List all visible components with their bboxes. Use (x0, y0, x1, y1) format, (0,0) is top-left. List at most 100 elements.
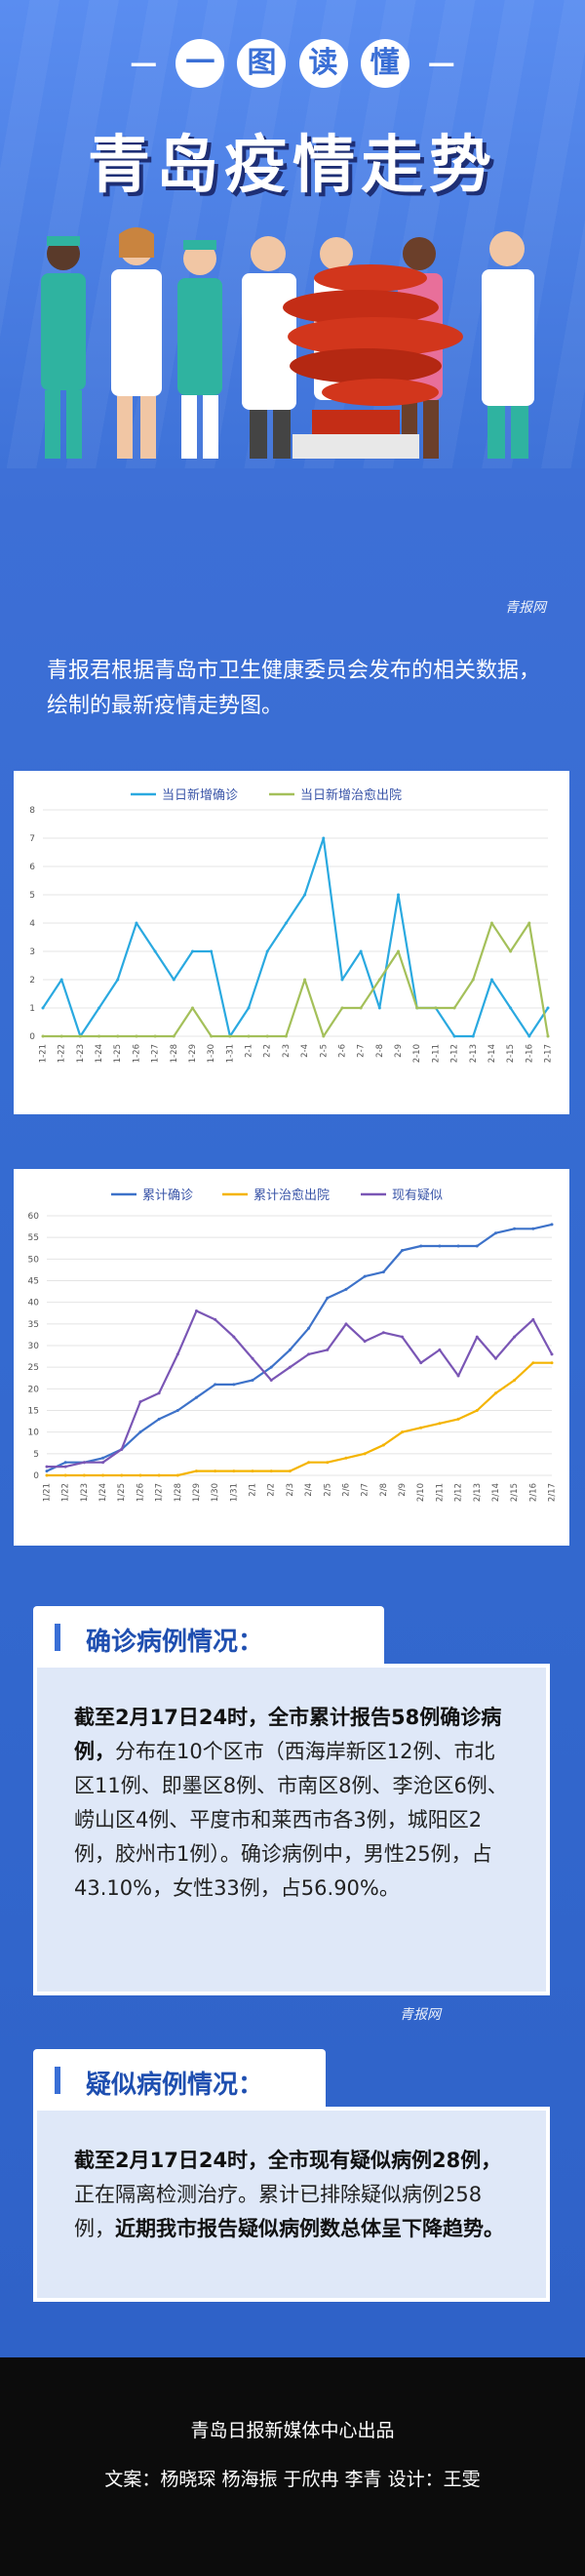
data-point (41, 1034, 45, 1038)
x-tick-label: 2/15 (510, 1483, 520, 1502)
data-point (172, 1034, 176, 1038)
data-point (340, 1006, 344, 1010)
data-point (493, 1231, 497, 1235)
data-point (438, 1422, 442, 1426)
data-point (322, 836, 326, 840)
y-tick-label: 55 (28, 1233, 39, 1243)
series-line (43, 921, 550, 1038)
staff-figure (177, 240, 222, 459)
y-tick-label: 40 (28, 1299, 40, 1308)
x-tick-label: 2-11 (431, 1044, 441, 1063)
data-point (153, 949, 157, 953)
x-tick-label: 2/5 (323, 1483, 332, 1497)
x-tick-label: 2/11 (435, 1483, 445, 1502)
data-point (265, 1034, 269, 1038)
intro-text: 青报君根据青岛市卫生健康委员会发布的相关数据，绘制的最新疫情走势图。 (47, 659, 541, 718)
legend-label: 累计确诊 (142, 1188, 193, 1203)
daily-chart-card: 0 1 2 3 4 5 6 7 8 1-21 1-22 1-23 1-24 1-25 1-26 1-27 1-2… (14, 771, 569, 1114)
may-wind-sculpture (283, 264, 463, 459)
x-tick-label: 2-5 (319, 1044, 329, 1058)
data-point (434, 1006, 438, 1010)
y-tick-label: 0 (29, 1032, 35, 1042)
data-point (550, 1352, 554, 1356)
confirmed-text: 分布在10个区市（西海岸新区12例、市北区11例、即墨区8例、市南区8例、李沧区… (74, 1740, 508, 1900)
data-point (344, 1287, 348, 1291)
x-tick-label: 1-29 (188, 1044, 198, 1063)
data-point (101, 1456, 105, 1460)
y-tick-label: 5 (33, 1450, 39, 1460)
data-point (340, 978, 344, 982)
daily-line-chart: 0 1 2 3 4 5 6 7 8 1-21 1-22 1-23 1-24 1-25 1-26 1-27 1-2… (29, 787, 553, 1063)
data-point (452, 1034, 456, 1038)
data-point (176, 1409, 179, 1412)
confirmed-lead: 截至2月17日24时，全市累计报告58例确诊病例， (74, 1706, 502, 1763)
x-tick-label: 2/1 (249, 1483, 258, 1497)
data-point (546, 1034, 550, 1038)
y-tick-label: 5 (29, 891, 35, 901)
suspected-text: 正在隔离检测治疗。累计已排除疑似病例258例， (74, 2183, 483, 2240)
suspected-section-tab: 疑似病例情况： (33, 2049, 326, 2110)
x-tick-label: 1-27 (151, 1044, 161, 1063)
y-tick-label: 4 (29, 919, 35, 929)
confirmed-section-tab: 确诊病例情况： (33, 1606, 384, 1667)
data-point (176, 1352, 179, 1356)
suspected-section-body: 截至2月17日24时，全市现有疑似病例28例， 正在隔离检测治疗。累计已排除疑似病… (33, 2107, 550, 2302)
data-point (176, 1473, 179, 1477)
kicker-char: 读 (298, 39, 348, 88)
medical-staff-illustration (41, 227, 534, 459)
x-tick-label: 2-3 (282, 1044, 292, 1058)
confirmed-section-title: 确诊病例情况： (86, 1628, 264, 1657)
data-point (214, 1317, 217, 1321)
cumulative-chart-card: 0 5 10 15 20 25 30 35 40 45 50 55 60 1/21 1/22 1/23 1/24… (14, 1169, 569, 1546)
x-tick-label: 2/4 (304, 1483, 314, 1497)
data-point (269, 1378, 273, 1382)
data-point (116, 1034, 120, 1038)
data-point (377, 978, 381, 982)
watermark-logo: 青报网 (400, 2007, 441, 2023)
data-point (531, 1361, 535, 1365)
data-point (288, 1365, 292, 1369)
data-point (265, 949, 269, 953)
x-tick-label: 1/28 (174, 1483, 183, 1502)
data-point (381, 1270, 385, 1274)
data-point (251, 1378, 254, 1382)
data-point (401, 1335, 405, 1339)
x-tick-label: 2/16 (528, 1483, 538, 1502)
y-tick-label: 15 (28, 1407, 39, 1417)
x-tick-label: 2-10 (412, 1044, 422, 1063)
data-point (509, 1006, 513, 1010)
series-line (46, 1223, 553, 1472)
legend-label: 当日新增治愈出院 (300, 787, 402, 803)
x-tick-label: 2-9 (394, 1044, 404, 1058)
data-point (63, 1473, 67, 1477)
data-point (326, 1461, 330, 1465)
data-point (489, 978, 493, 982)
data-point (546, 1006, 550, 1010)
x-tick-label: 1/31 (229, 1483, 239, 1502)
data-point (228, 1034, 232, 1038)
data-point (82, 1461, 86, 1465)
data-point (194, 1309, 198, 1313)
data-point (41, 1006, 45, 1010)
data-point (232, 1469, 236, 1473)
y-tick-label: 35 (28, 1320, 39, 1330)
data-point (153, 1034, 157, 1038)
data-point (456, 1244, 460, 1248)
data-point (471, 978, 475, 982)
data-point (419, 1361, 423, 1365)
data-point (527, 921, 531, 925)
y-tick-label: 10 (28, 1429, 40, 1438)
data-point (251, 1469, 254, 1473)
data-point (284, 1034, 288, 1038)
x-tick-label: 1-26 (132, 1044, 141, 1063)
x-tick-label: 2/7 (361, 1483, 370, 1497)
x-tick-label: 2/12 (454, 1483, 464, 1502)
data-point (452, 1006, 456, 1010)
data-point (157, 1473, 161, 1477)
legend-label: 现有疑似 (392, 1187, 443, 1203)
data-point (135, 921, 138, 925)
data-point (251, 1356, 254, 1360)
x-tick-label: 2/8 (379, 1483, 389, 1497)
footer: 青岛日报新媒体中心出品 文案：杨晓琛 杨海振 于欣冉 李青 设计：王雯 (0, 2357, 585, 2576)
data-point (303, 978, 307, 982)
